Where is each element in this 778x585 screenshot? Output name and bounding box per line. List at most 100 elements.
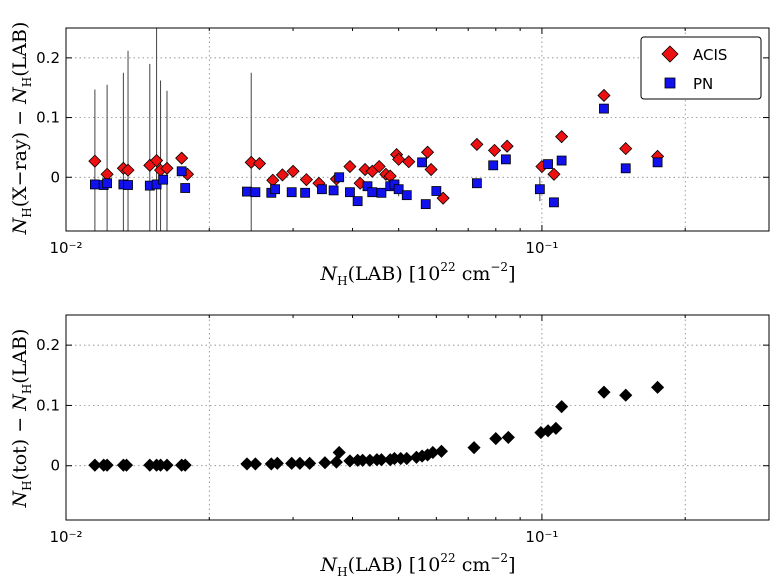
bottom-nhtot-point [119, 458, 134, 472]
top-pn-point [317, 184, 327, 195]
bottom-nhtot-point [467, 441, 481, 455]
bottom-nhtot-point [501, 430, 515, 444]
top-acis-point [420, 145, 435, 159]
bottom-nhtot-point [597, 385, 611, 399]
bottom-ticks: 0 0.1 0.2 10⁻² 10⁻¹ [36, 315, 770, 546]
top-pn-point [534, 184, 545, 195]
bottom-nhtot-point [178, 458, 192, 472]
top-acis-point [547, 167, 561, 181]
top-y-axis-label: NH(X−ray) − NH(LAB) [9, 22, 34, 236]
top-acis-point [343, 159, 357, 174]
top-pn-point [352, 196, 363, 207]
top-pn-point [556, 155, 567, 166]
bottom-nhtot-point [549, 421, 563, 435]
top-pn-point [123, 180, 133, 190]
bottom-y-axis-label: NH(tot) − NH(LAB) [9, 329, 34, 509]
bottom-nhtot-point [332, 445, 346, 460]
top-acis-point [275, 168, 290, 182]
top-pn-point [102, 178, 113, 189]
legend-pn-marker [664, 77, 676, 89]
top-pn-point [500, 154, 511, 165]
top-series [88, 28, 665, 231]
bottom-nhtot-point [160, 458, 174, 472]
bottom-nhtot-point [651, 380, 665, 394]
top-pn-point [420, 199, 431, 210]
top-pn-point [250, 187, 261, 198]
bottom-nhtot-point [318, 456, 332, 470]
top-acis-point [424, 162, 438, 177]
top-y-tick-label: 0.1 [36, 109, 60, 127]
bottom-nhtot-point [100, 458, 114, 472]
legend-pn-label: PN [693, 75, 713, 93]
bottom-nhtot-point [329, 455, 343, 469]
top-x-tick-label: 10⁻² [49, 239, 82, 257]
bottom-nhtot-point [293, 456, 307, 470]
top-acis-point [88, 154, 102, 168]
top-acis-point [392, 152, 406, 166]
top-acis-point [299, 173, 313, 187]
bottom-y-tick-label: 0.2 [36, 336, 60, 354]
top-x-axis-label: NH(LAB) [1022 cm−2] [320, 260, 516, 288]
top-pn-point [471, 178, 482, 189]
top-pn-point [328, 185, 339, 196]
top-pn-point [180, 183, 191, 193]
bottom-x-tick-label: 10⁻¹ [525, 528, 558, 546]
top-pn-point [286, 187, 297, 198]
top-acis-point [372, 159, 386, 174]
top-acis-point [402, 155, 416, 169]
top-pn-point [549, 197, 559, 208]
bottom-nhtot-point [248, 457, 262, 471]
top-acis-point [252, 156, 267, 171]
top-acis-point [160, 161, 174, 175]
top-panel: 0 0.1 0.2 10⁻² 10⁻¹ ACIS PN NH(LAB) [1022 cm… [9, 22, 770, 288]
bottom-nhtot-point [88, 458, 102, 472]
top-acis-point [470, 137, 484, 151]
bottom-panel: 0 0.1 0.2 10⁻² 10⁻¹ NH(LAB) [1022 cm−2] NH(t… [9, 314, 770, 579]
top-acis-point [500, 139, 514, 153]
top-y-tick-label: 0 [50, 168, 60, 186]
bottom-nhtot-point [303, 456, 317, 470]
top-pn-point [417, 157, 427, 168]
bottom-nhtot-point [555, 400, 569, 414]
top-pn-point [89, 179, 100, 190]
top-ticks: 0 0.1 0.2 10⁻² 10⁻¹ [36, 28, 770, 257]
bottom-y-tick-label: 0.1 [36, 396, 60, 414]
bottom-nhtot-point [270, 456, 284, 470]
bottom-series [88, 380, 665, 472]
top-acis-point [286, 164, 300, 178]
bottom-x-axis-label: NH(LAB) [1022 cm−2] [320, 551, 516, 579]
top-pn-point [620, 163, 631, 174]
legend-acis-marker [661, 45, 679, 63]
top-legend: ACIS PN [640, 36, 762, 100]
top-pn-point [488, 160, 499, 171]
bottom-y-tick-label: 0 [50, 457, 60, 475]
bottom-nhtot-point [434, 444, 449, 458]
top-x-tick-label: 10⁻¹ [525, 239, 558, 257]
top-plot-frame [65, 27, 770, 232]
top-pn-point [431, 186, 442, 196]
top-acis-point [244, 155, 258, 169]
top-pn-point [367, 187, 378, 198]
bottom-nhtot-point [619, 388, 633, 402]
top-pn-point [242, 186, 252, 197]
top-pn-point [599, 103, 609, 114]
top-y-tick-label: 0.2 [36, 49, 60, 67]
top-pn-point [158, 174, 169, 185]
legend-acis-label: ACIS [693, 46, 727, 64]
top-pn-point [376, 187, 387, 198]
bottom-nhtot-point [374, 453, 388, 467]
top-acis-point [175, 151, 189, 165]
top-acis-point [121, 163, 135, 177]
top-pn-point [393, 184, 404, 195]
top-pn-point [543, 159, 553, 170]
bottom-plot-background [66, 315, 769, 520]
top-pn-point [334, 172, 345, 183]
top-pn-point [652, 157, 663, 168]
top-acis-point [150, 153, 164, 168]
top-acis-point [487, 143, 502, 157]
bottom-plot-frame [65, 314, 770, 521]
top-pn-point [345, 187, 355, 198]
top-pn-point [176, 166, 187, 177]
top-pn-point [300, 187, 311, 198]
